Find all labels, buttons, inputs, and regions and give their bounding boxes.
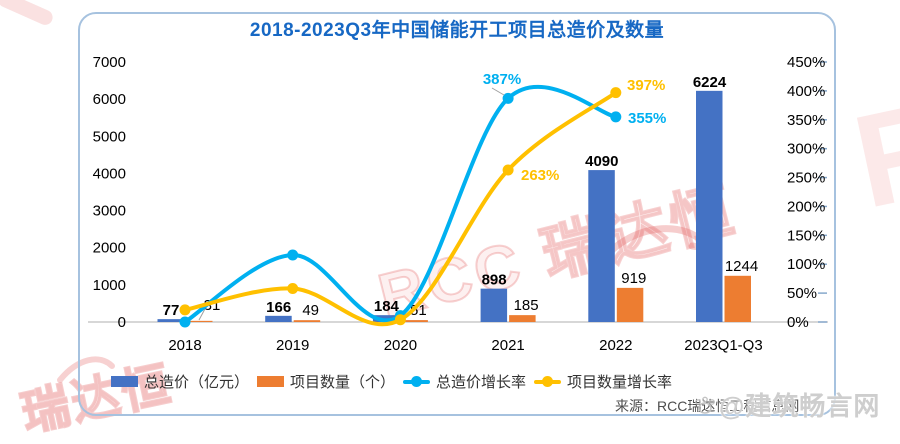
y-axis-left-label-5000: 5000 [93, 128, 126, 145]
y-axis-right-label-50%: 50% [787, 285, 817, 302]
line-total-cost-growth-point-2019 [287, 249, 299, 261]
data-label-total-cost-2023Q1-Q3: 6224 [693, 74, 727, 91]
y-axis-left-label-6000: 6000 [93, 91, 126, 108]
y-axis-left-label-0: 0 [118, 314, 126, 331]
y-axis-right-label-250%: 250% [787, 170, 825, 187]
bar-total-cost-2022 [588, 170, 615, 322]
bar-project-count-2021 [509, 315, 536, 322]
chart-legend: 总造价（亿元） 项目数量（个） 总造价增长率 项目数量增长率 [111, 371, 672, 392]
data-label-project-count-growth-2022: 397% [627, 77, 665, 94]
x-axis-label-2020: 2020 [384, 337, 417, 354]
legend-line-swatch [534, 376, 562, 387]
data-label-total-cost-2018: 77 [163, 302, 180, 319]
legend-item-0: 总造价（亿元） [111, 371, 249, 392]
legend-bar-swatch [111, 376, 138, 387]
bar-total-cost-2023Q1-Q3 [696, 90, 723, 322]
legend-line-swatch [403, 376, 431, 387]
line-project-count-growth-point-2021 [502, 164, 514, 176]
y-axis-right-label-0%: 0% [787, 314, 809, 331]
line-project-count-growth [183, 90, 618, 327]
watermark-social-text: @建筑畅言网 [719, 391, 881, 421]
combo-chart: 0 1000 2000 3000 4000 5000 6000 7000 0% 50% 100% 15… [88, 54, 828, 354]
data-label-total-cost-2022: 4090 [585, 153, 618, 170]
x-axis-label-2019: 2019 [276, 337, 309, 354]
y-axis-right-label-100%: 100% [787, 256, 825, 273]
leader-line-31 [198, 306, 207, 321]
data-label-total-cost-2020: 184 [374, 298, 400, 315]
y-axis-right-label-350%: 350% [787, 112, 825, 129]
x-axis-label-2021: 2021 [491, 337, 524, 354]
line-total-cost-growth-point-2022 [610, 111, 622, 123]
leader-line-387 [491, 87, 505, 96]
line-total-cost-growth-point-2021 [502, 92, 514, 104]
bar-project-count-2018 [186, 320, 213, 322]
legend-label: 项目数量增长率 [567, 374, 673, 391]
bar-total-cost-2018 [157, 319, 184, 322]
chart-title: 2018-2023Q3年中国储能开工项目总造价及数量 [249, 20, 665, 41]
paw-icon [695, 396, 715, 414]
y-axis-right-label-200%: 200% [787, 198, 825, 215]
y-axis-right-label-400%: 400% [787, 83, 825, 100]
line-project-count-growth-point-2019 [287, 282, 299, 294]
chart-card [78, 12, 836, 416]
x-axis-label-2023Q1-Q3: 2023Q1-Q3 [684, 337, 762, 354]
y-axis-left-label-2000: 2000 [93, 240, 126, 257]
data-label-total-cost-growth-2021: 387% [483, 71, 521, 88]
y-axis-right-label-450%: 450% [787, 54, 825, 71]
bar-project-count-2023Q1-Q3 [724, 275, 751, 322]
line-project-count-growth-point-2022 [610, 87, 622, 99]
source-text: 来源：RCC瑞达恒工程信息网 [615, 398, 800, 414]
bar-total-cost-2021 [480, 288, 508, 322]
data-label-project-count-growth-2021: 263% [521, 167, 559, 184]
y-axis-right-label-150%: 150% [787, 227, 825, 244]
bar-total-cost-2019 [265, 315, 292, 322]
data-label-total-cost-2019: 166 [266, 299, 291, 316]
data-label-project-count-2021: 185 [514, 297, 539, 314]
line-total-cost-growth-point-2018 [179, 316, 191, 328]
bar-project-count-2022 [616, 287, 644, 322]
data-label-project-count-2023Q1-Q3: 1244 [725, 258, 758, 275]
x-axis-label-2018: 2018 [168, 337, 201, 354]
data-label-total-cost-growth-2022: 355% [628, 110, 666, 127]
data-label-total-cost-2021: 898 [482, 272, 507, 289]
watermark-social: @建筑畅言网 [693, 386, 880, 423]
line-project-count-growth-point-2018 [179, 304, 191, 316]
y-axis-left-label-4000: 4000 [93, 165, 126, 182]
data-label-project-count-2019: 49 [302, 302, 319, 319]
y-axis-right-label-300%: 300% [787, 141, 825, 158]
legend-label: 总造价（亿元） [144, 374, 250, 391]
legend-label: 总造价增长率 [436, 374, 527, 391]
legend-bar-swatch [257, 376, 285, 387]
y-axis-left-label-3000: 3000 [93, 203, 126, 220]
x-axis-label-2022: 2022 [599, 337, 632, 354]
line-project-count-growth-point-2020 [394, 314, 406, 326]
legend-item-1: 项目数量（个） [257, 371, 395, 392]
bar-project-count-2019 [293, 320, 321, 322]
legend-label: 项目数量（个） [290, 374, 396, 391]
data-label-project-count-2022: 919 [621, 270, 646, 287]
legend-item-3: 项目数量增长率 [534, 371, 672, 392]
y-axis-left-label-7000: 7000 [93, 54, 126, 71]
bar-project-count-2020 [401, 320, 428, 322]
line-total-cost-growth [183, 84, 618, 324]
legend-item-2: 总造价增长率 [403, 371, 526, 392]
y-axis-left-label-1000: 1000 [93, 277, 126, 294]
